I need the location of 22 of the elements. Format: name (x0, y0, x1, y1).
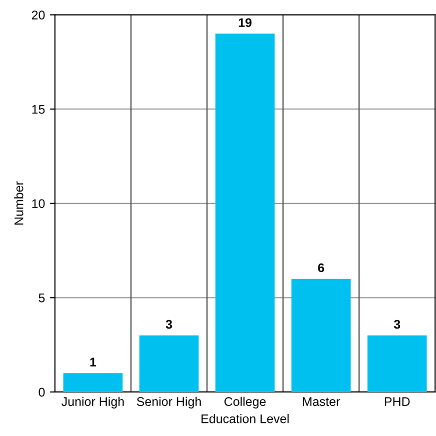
y-tick-label: 20 (32, 10, 45, 20)
x-tick-label: Junior High (62, 396, 124, 408)
y-axis-title: Number (14, 181, 24, 225)
y-tick-label: 0 (38, 388, 45, 397)
data-label: 19 (238, 18, 252, 28)
y-tick-label: 15 (32, 105, 45, 114)
x-tick-label: Master (302, 397, 340, 406)
bar (63, 373, 123, 392)
y-tick-label: 5 (38, 294, 45, 302)
x-tick-label: PHD (384, 397, 410, 406)
data-label: 6 (318, 263, 324, 272)
x-tick-label: Senior High (136, 396, 201, 408)
bar (215, 34, 275, 392)
data-label: 3 (166, 320, 172, 329)
bar (367, 335, 427, 392)
bar (291, 278, 351, 392)
data-label: 1 (90, 358, 96, 366)
bar (139, 335, 199, 392)
data-label: 3 (394, 320, 400, 329)
y-tick-label: 10 (32, 199, 45, 208)
x-tick-label: College (224, 396, 266, 408)
x-axis-title: Education Level (202, 414, 289, 424)
